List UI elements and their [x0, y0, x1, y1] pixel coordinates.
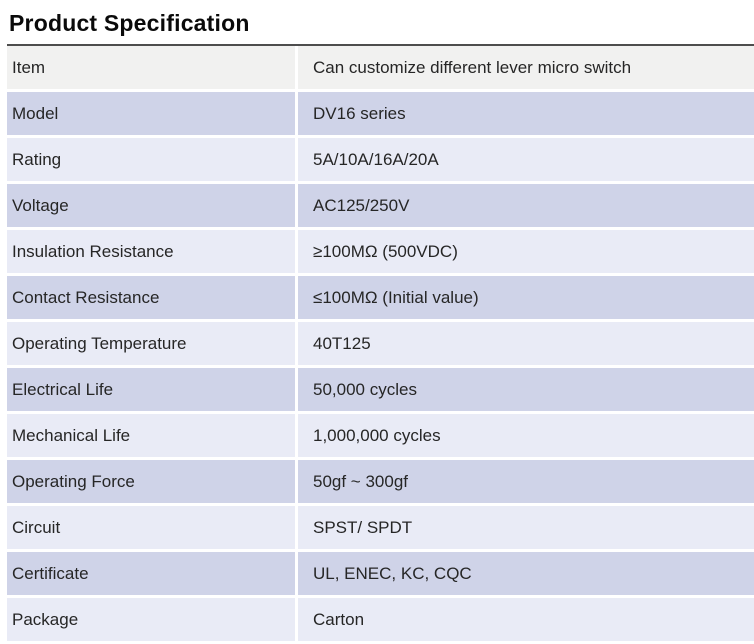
spec-label-cell: Operating Temperature — [7, 322, 295, 365]
spec-label-text: Operating Force — [12, 471, 135, 491]
spec-value-text: SPST/ SPDT — [313, 517, 413, 537]
spec-label-text: Voltage — [12, 195, 69, 215]
table-row: Operating Temperature 40T125 — [7, 322, 754, 365]
spec-label-cell: Contact Resistance — [7, 276, 295, 319]
spec-value-cell: 50gf ~ 300gf — [298, 460, 754, 503]
spec-value-cell: 1,000,000 cycles — [298, 414, 754, 457]
table-row: Item Can customize different lever micro… — [7, 46, 754, 89]
spec-label-cell: Mechanical Life — [7, 414, 295, 457]
table-row: Model DV16 series — [7, 92, 754, 135]
spec-value-cell: ≤100MΩ (Initial value) — [298, 276, 754, 319]
product-spec-table: Item Can customize different lever micro… — [7, 44, 754, 641]
spec-value-cell: 40T125 — [298, 322, 754, 365]
table-row: Package Carton — [7, 598, 754, 641]
spec-value-text: 5A/10A/16A/20A — [313, 149, 439, 169]
table-row: Insulation Resistance ≥100MΩ (500VDC) — [7, 230, 754, 273]
spec-label-text: Certificate — [12, 563, 89, 583]
spec-label-text: Operating Temperature — [12, 333, 187, 353]
spec-value-cell: 50,000 cycles — [298, 368, 754, 411]
spec-label-cell: Voltage — [7, 184, 295, 227]
spec-label-text: Model — [12, 103, 59, 123]
spec-label-cell: Insulation Resistance — [7, 230, 295, 273]
spec-label-text: Circuit — [12, 517, 61, 537]
spec-value-text: DV16 series — [313, 103, 406, 123]
spec-label-text: Mechanical Life — [12, 425, 131, 445]
spec-value-cell: AC125/250V — [298, 184, 754, 227]
spec-label-cell: Certificate — [7, 552, 295, 595]
spec-value-text: 50gf ~ 300gf — [313, 471, 409, 491]
table-row: Contact Resistance ≤100MΩ (Initial value… — [7, 276, 754, 319]
spec-label-cell: Circuit — [7, 506, 295, 549]
spec-value-text: Can customize different lever micro swit… — [313, 57, 632, 77]
page-title: Product Specification — [9, 10, 250, 36]
table-row: Rating 5A/10A/16A/20A — [7, 138, 754, 181]
spec-value-cell: Can customize different lever micro swit… — [298, 46, 754, 89]
spec-value-text: UL, ENEC, KC, CQC — [313, 563, 472, 583]
spec-value-cell: DV16 series — [298, 92, 754, 135]
table-row: Voltage AC125/250V — [7, 184, 754, 227]
spec-value-cell: UL, ENEC, KC, CQC — [298, 552, 754, 595]
spec-label-text: Rating — [12, 149, 62, 169]
spec-label-text: Package — [12, 609, 79, 629]
spec-label-cell: Item — [7, 46, 295, 89]
spec-label-text: Item — [12, 57, 46, 77]
table-row: Circuit SPST/ SPDT — [7, 506, 754, 549]
spec-value-text: ≤100MΩ (Initial value) — [313, 287, 479, 307]
spec-label-text: Electrical Life — [12, 379, 114, 399]
spec-value-text: Carton — [313, 609, 365, 629]
spec-value-cell: SPST/ SPDT — [298, 506, 754, 549]
spec-value-text: ≥100MΩ (500VDC) — [313, 241, 458, 261]
spec-value-text: 40T125 — [313, 333, 371, 353]
spec-value-text: AC125/250V — [313, 195, 410, 215]
spec-table-rows: Item Can customize different lever micro… — [7, 46, 754, 641]
spec-value-cell: Carton — [298, 598, 754, 641]
table-row: Certificate UL, ENEC, KC, CQC — [7, 552, 754, 595]
table-row: Operating Force 50gf ~ 300gf — [7, 460, 754, 503]
spec-value-cell: 5A/10A/16A/20A — [298, 138, 754, 181]
spec-label-cell: Operating Force — [7, 460, 295, 503]
table-row: Mechanical Life 1,000,000 cycles — [7, 414, 754, 457]
spec-value-text: 1,000,000 cycles — [313, 425, 441, 445]
spec-value-cell: ≥100MΩ (500VDC) — [298, 230, 754, 273]
table-row: Electrical Life 50,000 cycles — [7, 368, 754, 411]
spec-label-cell: Rating — [7, 138, 295, 181]
spec-label-cell: Model — [7, 92, 295, 135]
spec-label-cell: Package — [7, 598, 295, 641]
spec-label-text: Contact Resistance — [12, 287, 160, 307]
spec-label-cell: Electrical Life — [7, 368, 295, 411]
spec-label-text: Insulation Resistance — [12, 241, 174, 261]
spec-value-text: 50,000 cycles — [313, 379, 417, 399]
